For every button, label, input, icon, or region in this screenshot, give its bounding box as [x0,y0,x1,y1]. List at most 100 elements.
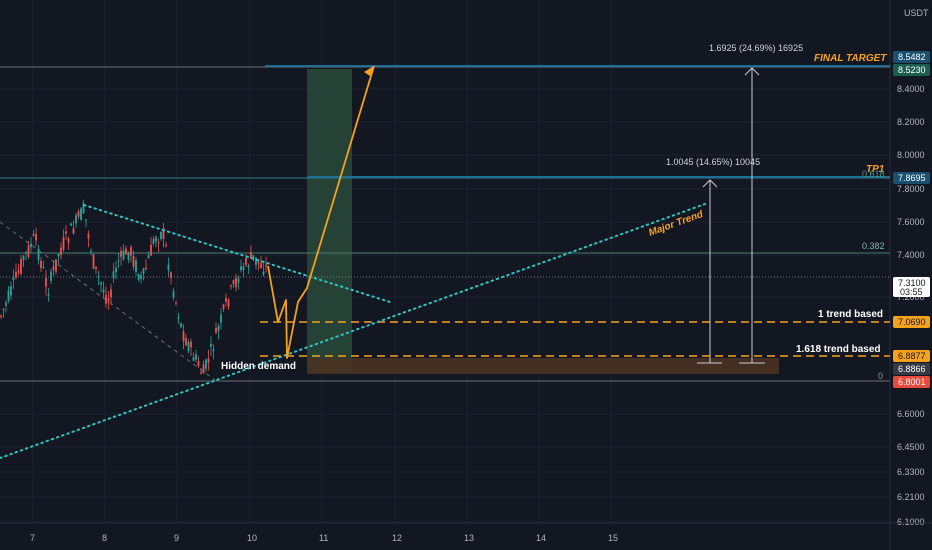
candle-body [57,253,60,257]
candle-body [145,267,147,270]
candle-body [97,275,100,277]
price-tag [893,316,930,328]
price-tick-label: 7.8000 [897,184,925,194]
candle-body [157,242,160,244]
candle-body [152,239,155,244]
price-tick-label: 6.1000 [897,517,925,527]
price-tag [893,172,930,184]
candle-body [210,343,212,347]
time-tick-label: 14 [536,533,546,543]
candle-body [105,294,107,304]
time-tick-label: 15 [608,533,618,543]
projected-price-path[interactable] [267,65,375,359]
candle-body [257,261,260,264]
candle-body [7,290,10,302]
candle-body [222,304,225,309]
candle-body [2,308,5,310]
fib-382-label: 0.382 [862,241,885,251]
candle-body [150,244,152,256]
candle-body [122,250,125,260]
candle-body [10,286,12,296]
candle-body [165,244,167,247]
candle-body [32,234,35,236]
candle-body [167,264,170,271]
candle-body [107,298,110,302]
candle-body [65,231,67,234]
price-tag [893,277,930,297]
candle-body [182,331,185,341]
price-tag-label: 8.5230 [898,65,926,75]
candle-body [92,254,95,269]
price-tag-label: 7.3100 [898,278,926,288]
candle-body [80,208,82,221]
candle-body [17,270,20,273]
candle-body [62,237,65,250]
candle-body [0,315,2,317]
candle-body [162,228,165,239]
candle-body [52,266,55,270]
trend-based-1-label: 1 trend based [818,309,883,320]
price-tag-label: 7.0690 [898,317,926,327]
candle-body [130,246,132,256]
candle-body [35,233,37,241]
fib-618-label: 0.618 [862,169,885,179]
price-tag [893,350,930,362]
descending-resistance-line[interactable] [83,204,391,303]
candle-body [250,252,252,259]
candle-body [127,251,130,260]
candle-body [147,255,150,259]
price-grid: 8.40008.20008.00007.80007.60007.40007.20… [0,84,925,527]
candle-body [82,203,85,214]
candle-body [50,271,52,281]
candle-body [265,264,267,267]
candle-body [217,326,220,331]
measure-short-label: 1.0045 (14.65%) 10045 [666,157,760,167]
candle-body [262,271,265,275]
tp1-label: TP1 [866,164,885,175]
candle-body [237,278,240,283]
candle-body [245,257,247,265]
fib-0-label: 0 [878,371,883,381]
candle-body [212,349,215,352]
candle-body [60,247,62,256]
candle-body [87,233,90,239]
price-tag [893,376,930,388]
time-tick-label: 8 [102,533,107,543]
candle-body [22,256,25,261]
candle-body [200,372,202,374]
candle-body [125,248,127,255]
candle-body [75,215,77,224]
price-tag-label: 6.8001 [898,377,926,387]
candle-body [207,358,210,363]
candle-body [12,277,15,280]
time-tick-label: 13 [464,533,474,543]
candle-body [227,299,230,307]
candle-body [220,314,222,323]
candle-body [195,354,197,360]
trend-based-1618-label: 1.618 trend based [796,344,880,355]
candle-body [175,302,177,304]
candle-body [45,277,47,287]
time-tick-label: 11 [319,533,328,543]
measure-short-arrowhead [702,179,718,188]
time-tick-label: 12 [392,533,402,543]
candle-body [37,248,40,261]
candle-body [117,260,120,262]
candle-body [135,260,137,272]
candle-body [215,328,217,334]
candle-body [100,282,102,285]
long-position-zone[interactable] [307,69,352,372]
major-trend-line[interactable] [0,203,706,459]
candle-body [255,257,257,265]
hidden-demand-zone[interactable] [307,358,779,374]
candle-body [197,360,200,366]
candle-body [90,250,92,253]
candle-body [70,223,72,226]
candle-body [187,341,190,352]
candle-body [225,298,227,302]
candle-body [177,317,180,320]
candle-body [192,357,195,361]
candle-body [132,255,135,267]
